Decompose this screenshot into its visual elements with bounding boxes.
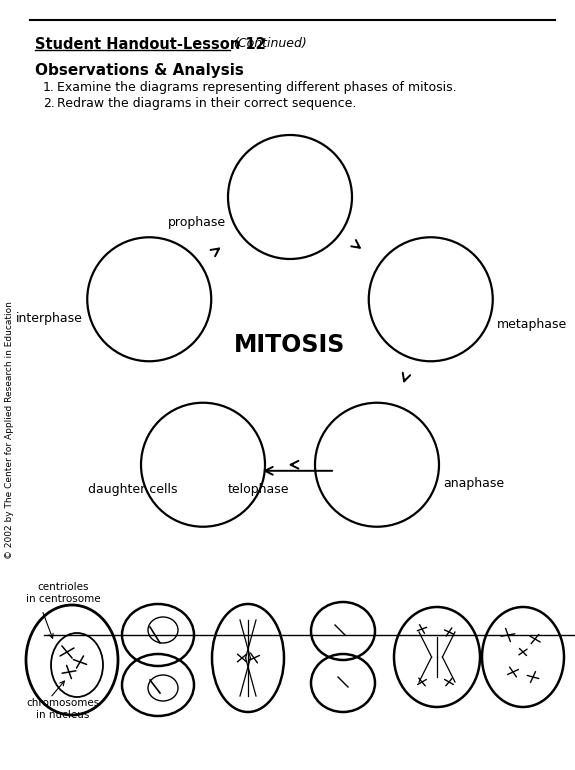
Text: 2.: 2. [43, 97, 55, 110]
Text: chromosomes
in nucleus: chromosomes in nucleus [26, 698, 99, 720]
Text: daughter cells: daughter cells [88, 484, 178, 497]
Text: centrioles
in centrosome: centrioles in centrosome [26, 582, 101, 604]
Text: (Continued): (Continued) [233, 37, 306, 50]
Text: prophase: prophase [168, 216, 226, 229]
Text: interphase: interphase [16, 312, 83, 325]
Text: telophase: telophase [228, 484, 289, 497]
Text: © 2002 by The Center for Applied Research in Education: © 2002 by The Center for Applied Researc… [6, 301, 14, 559]
Text: Redraw the diagrams in their correct sequence.: Redraw the diagrams in their correct seq… [57, 97, 356, 110]
Text: Student Handout-Lesson 12: Student Handout-Lesson 12 [35, 37, 266, 52]
Text: Examine the diagrams representing different phases of mitosis.: Examine the diagrams representing differ… [57, 81, 457, 94]
Text: Observations & Analysis: Observations & Analysis [35, 63, 244, 78]
Text: MITOSIS: MITOSIS [235, 333, 346, 357]
Text: anaphase: anaphase [443, 477, 504, 490]
Text: metaphase: metaphase [497, 318, 567, 331]
Text: 1.: 1. [43, 81, 55, 94]
